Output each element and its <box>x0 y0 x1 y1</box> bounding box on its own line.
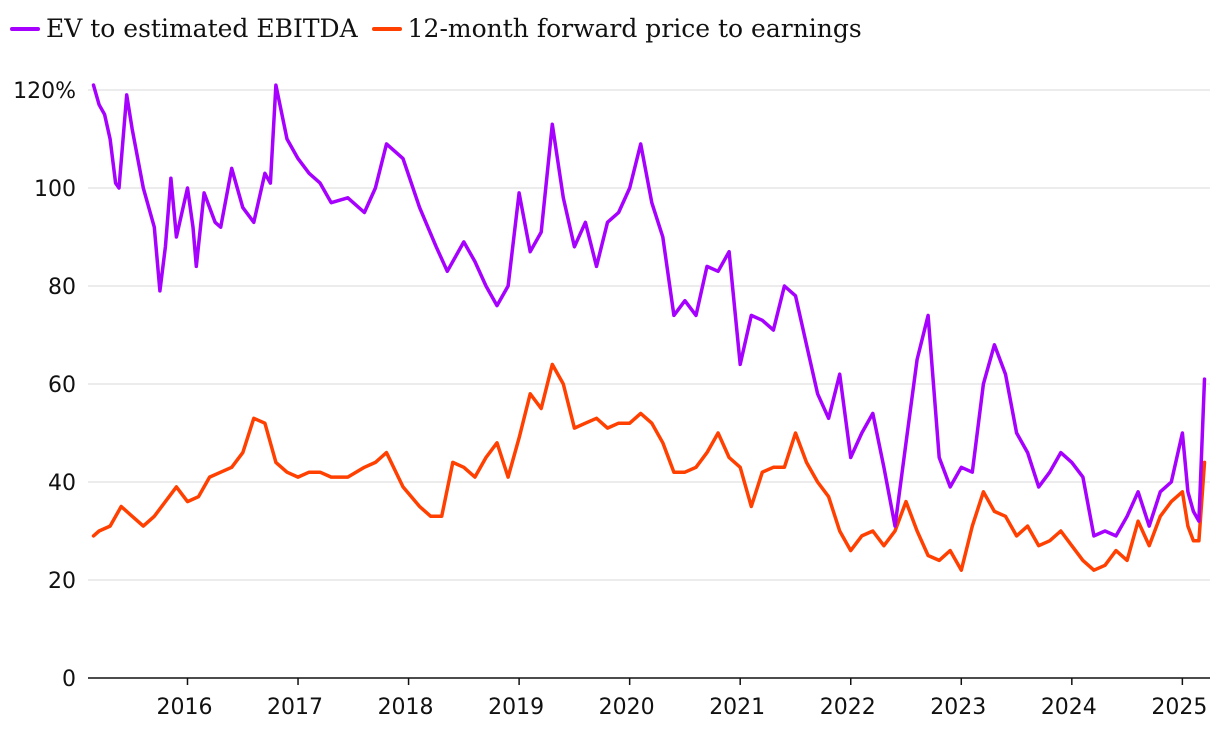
legend: EV to estimated EBITDA 12-month forward … <box>10 14 862 43</box>
legend-label-ev-ebitda: EV to estimated EBITDA <box>46 14 358 43</box>
x-tick-label-2016: 2016 <box>156 695 212 720</box>
x-tick-label-2018: 2018 <box>378 695 434 720</box>
x-tick-label-2021: 2021 <box>709 695 765 720</box>
y-tick-label-60: 60 <box>48 373 76 398</box>
legend-item-ev-ebitda[interactable]: EV to estimated EBITDA <box>10 14 358 43</box>
x-axis: 2016 2017 2018 2019 2020 2021 2022 2023 2024 2025 <box>88 677 1210 720</box>
series-lines <box>91 83 1207 572</box>
gridlines <box>88 89 1210 581</box>
x-tick-label-2025: 2025 <box>1151 695 1207 720</box>
legend-item-forward-pe[interactable]: 12-month forward price to earnings <box>371 14 862 43</box>
y-tick-label-80: 80 <box>48 275 76 300</box>
legend-label-forward-pe: 12-month forward price to earnings <box>407 14 862 43</box>
legend-swatch-ev-ebitda <box>10 26 40 31</box>
y-tick-label-40: 40 <box>48 471 76 496</box>
x-tick-label-2022: 2022 <box>820 695 876 720</box>
x-tick-label-2024: 2024 <box>1041 695 1097 720</box>
x-tick-label-2020: 2020 <box>599 695 655 720</box>
series-line-ev-ebitda <box>91 83 1207 538</box>
series-line-forward-pe <box>91 362 1207 572</box>
y-axis-ticks: 0 20 40 60 80 100 120% <box>13 79 76 692</box>
x-tick-label-2023: 2023 <box>930 695 986 720</box>
x-tick-label-2019: 2019 <box>488 695 544 720</box>
y-tick-label-0: 0 <box>62 667 76 692</box>
y-tick-label-20: 20 <box>48 569 76 594</box>
legend-swatch-forward-pe <box>371 26 402 31</box>
y-tick-label-120: 120% <box>13 79 76 104</box>
y-tick-label-100: 100 <box>34 177 76 202</box>
x-tick-label-2017: 2017 <box>267 695 323 720</box>
